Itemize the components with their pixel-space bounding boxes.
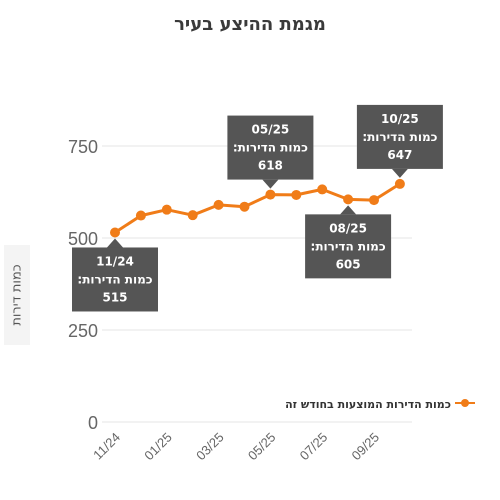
data-point [239, 201, 250, 212]
x-tick-label: 11/24 [90, 430, 123, 463]
callout-date: 10/25 [381, 112, 419, 126]
data-point [291, 189, 302, 200]
callout-pointer [340, 205, 357, 215]
y-axis-label-box: כמות דירות [4, 245, 30, 345]
y-tick-label: 0 [88, 413, 98, 433]
callout-value: 515 [102, 290, 127, 304]
data-point [265, 189, 276, 200]
callout-date: 08/25 [329, 221, 367, 235]
callout-date: 11/24 [96, 254, 134, 268]
data-point [317, 184, 328, 195]
callout-label: כמות הדירות: [362, 130, 437, 144]
data-point [343, 194, 354, 205]
callout-label: כמות הדירות: [77, 272, 152, 286]
callout-pointer [262, 179, 279, 189]
x-tick-label: 07/25 [297, 430, 331, 464]
callout-label: כמות הדירות: [233, 141, 308, 155]
data-point [394, 178, 405, 189]
legend-marker [461, 399, 469, 407]
x-tick-label: 03/25 [193, 430, 227, 464]
callout-value: 647 [387, 148, 412, 162]
callout-value: 618 [258, 159, 283, 173]
x-tick-label: 01/25 [141, 430, 175, 464]
callout-label: כמות הדירות: [311, 239, 386, 253]
callout-box [72, 247, 158, 312]
data-point [187, 210, 198, 221]
x-tick-label: 05/25 [245, 430, 279, 464]
callout-box [305, 214, 392, 279]
y-tick-label: 250 [68, 321, 98, 341]
callout-box [227, 115, 314, 180]
data-point [213, 199, 224, 210]
callout-date: 05/25 [252, 123, 290, 137]
data-point [135, 210, 146, 221]
y-tick-label: 750 [68, 137, 98, 157]
x-tick-label: 09/25 [349, 430, 383, 464]
callout-value: 605 [336, 257, 361, 271]
chart-title: מגמת ההיצע בעיר [174, 14, 326, 35]
data-point [369, 195, 379, 206]
legend-label: כמות הדירות המוצעות בחודש זה [285, 398, 451, 411]
callout-box [356, 104, 443, 169]
callout-pointer [391, 168, 408, 178]
callout-pointer [107, 238, 123, 248]
data-point [110, 227, 120, 238]
data-point [161, 204, 172, 215]
y-tick-label: 500 [68, 229, 98, 249]
